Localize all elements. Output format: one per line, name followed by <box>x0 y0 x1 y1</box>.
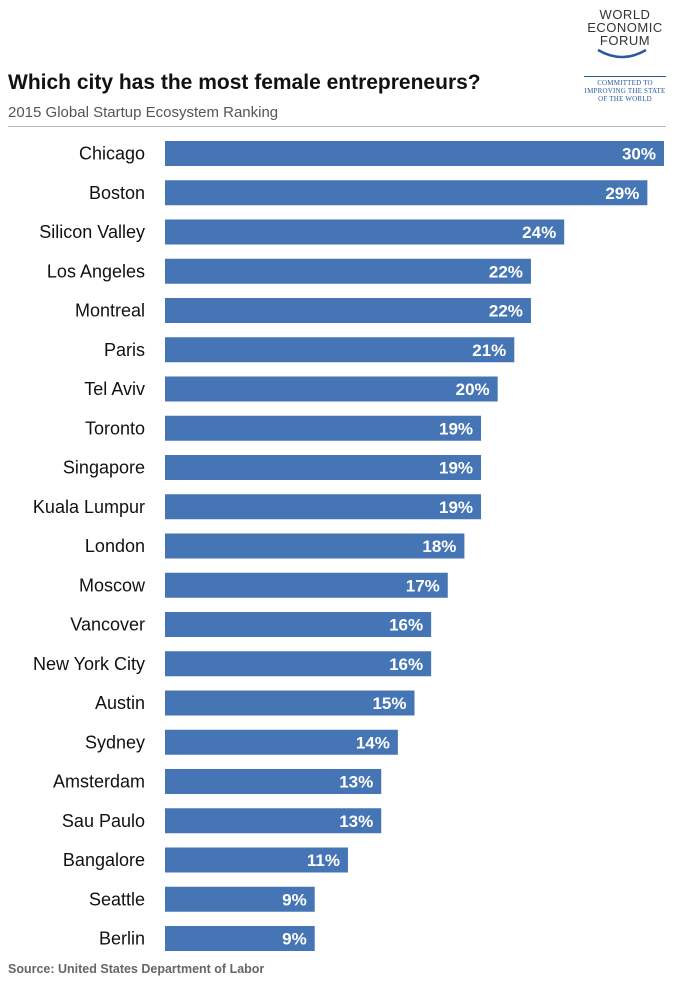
bar-chart: Chicago 30% Boston 29% Silicon Valley 24% Los … <box>33 141 664 951</box>
bar-moscow <box>165 572 448 598</box>
bar-london <box>165 533 465 559</box>
value-label: 13% <box>339 773 373 792</box>
wef-logo: WORLD ECONOMIC FORUM COMMITTED TO IMPROV… <box>578 8 672 104</box>
category-label: Sau Paulo <box>62 811 145 831</box>
category-label: Paris <box>104 340 145 360</box>
value-label: 16% <box>389 616 423 635</box>
chart-title: Which city has the most female entrepren… <box>8 71 481 94</box>
category-label: Toronto <box>85 418 145 438</box>
category-label: New York City <box>33 654 145 674</box>
category-label: London <box>85 536 145 556</box>
category-label: Kuala Lumpur <box>33 497 145 517</box>
value-label: 16% <box>389 655 423 674</box>
value-label: 20% <box>456 380 490 399</box>
bar-sydney <box>165 729 398 755</box>
bar-toronto <box>165 415 482 441</box>
logo-line-3: FORUM <box>599 33 651 48</box>
title-divider <box>8 126 666 127</box>
value-label: 15% <box>372 694 406 713</box>
source-note: Source: United States Department of Labo… <box>8 962 265 976</box>
value-label: 18% <box>422 537 456 556</box>
category-label: Moscow <box>79 575 146 595</box>
bar-new-york-city <box>165 651 432 677</box>
bar-vancover <box>165 612 432 637</box>
value-label: 19% <box>439 459 473 478</box>
bar-tel-aviv <box>165 376 498 402</box>
logo-tagline: COMMITTED TO IMPROVING THE STATE OF THE … <box>578 79 672 103</box>
bar-chicago <box>165 141 664 166</box>
category-label: Tel Aviv <box>84 379 145 399</box>
bar-montreal <box>165 298 531 323</box>
value-label: 11% <box>307 851 340 870</box>
logo-divider <box>584 76 666 77</box>
logo-tagline-3: OF THE WORLD <box>598 95 652 103</box>
bar-silicon-valley <box>165 219 565 245</box>
logo-tagline-1: COMMITTED TO <box>597 79 653 87</box>
value-label: 19% <box>439 419 473 438</box>
value-label: 22% <box>489 302 523 321</box>
value-label: 21% <box>472 341 506 360</box>
bar-boston <box>165 180 648 206</box>
category-label: Boston <box>89 183 145 203</box>
value-label: 24% <box>522 223 556 242</box>
logo-tagline-2: IMPROVING THE STATE <box>584 87 666 95</box>
bar-bangalore <box>165 847 348 873</box>
value-label: 17% <box>406 576 440 595</box>
value-label: 22% <box>489 262 523 281</box>
category-label: Los Angeles <box>47 261 145 281</box>
category-label: Seattle <box>89 889 145 909</box>
category-label: Silicon Valley <box>39 222 145 242</box>
logo-line-1: WORLD <box>599 7 651 22</box>
category-label: Vancover <box>70 615 145 635</box>
value-label: 13% <box>339 812 373 831</box>
bar-singapore <box>165 455 482 480</box>
category-label: Montreal <box>75 301 145 321</box>
bar-kuala-lumpur <box>165 494 482 520</box>
category-label: Berlin <box>99 929 145 949</box>
value-label: 30% <box>622 145 656 164</box>
category-label: Chicago <box>79 144 145 164</box>
bar-berlin <box>165 926 315 951</box>
category-label: Singapore <box>63 458 145 478</box>
value-label: 9% <box>282 930 307 949</box>
category-label: Sydney <box>85 732 145 752</box>
category-label: Amsterdam <box>53 772 145 792</box>
category-label: Bangalore <box>63 850 145 870</box>
bar-los-angeles <box>165 258 531 284</box>
logo-arc-icon <box>597 48 647 59</box>
bar-paris <box>165 337 515 363</box>
bar-austin <box>165 690 415 716</box>
bar-sau-paulo <box>165 808 382 834</box>
chart-subtitle: 2015 Global Startup Ecosystem Ranking <box>8 104 279 121</box>
category-label: Austin <box>95 693 145 713</box>
bar-seattle <box>165 886 315 912</box>
value-label: 29% <box>605 184 639 203</box>
logo-line-2: ECONOMIC <box>587 20 663 35</box>
bar-amsterdam <box>165 769 382 794</box>
value-label: 14% <box>356 733 390 752</box>
value-label: 19% <box>439 498 473 517</box>
value-label: 9% <box>282 890 307 909</box>
